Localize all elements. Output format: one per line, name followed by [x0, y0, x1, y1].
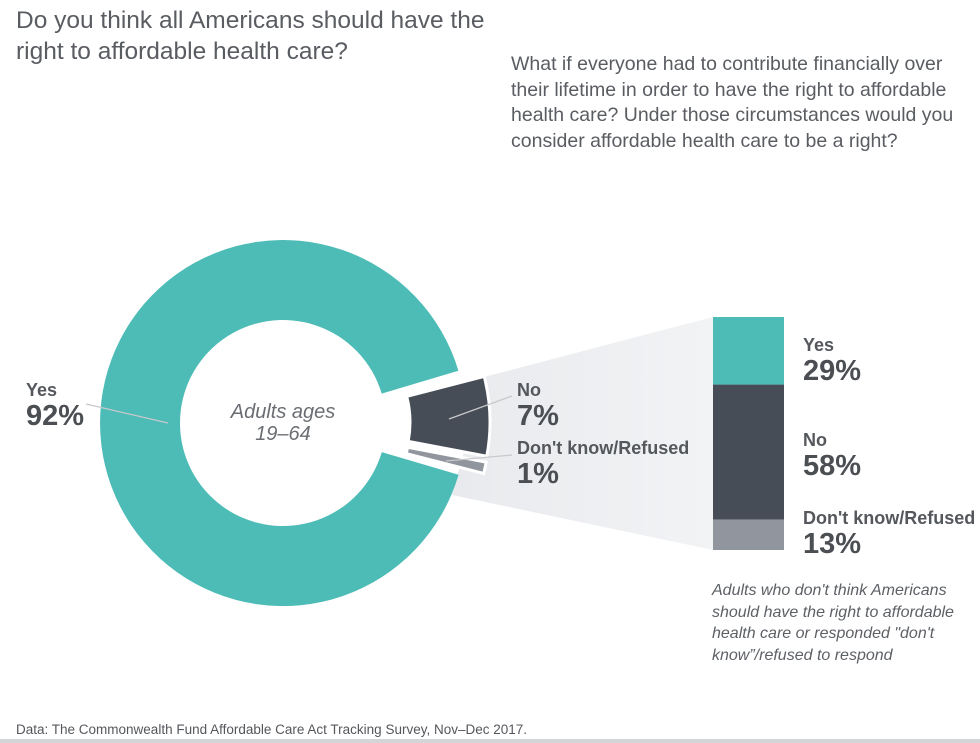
- bar-segment-no: [713, 384, 784, 520]
- bar-callout-dont-know-label: Don't know/Refused: [803, 508, 976, 528]
- leader-line-yes: [85, 403, 169, 424]
- page-title: Do you think all Americans should have t…: [16, 7, 485, 65]
- bar-callout-yes-label: Yes: [803, 335, 835, 355]
- leader-line-dont-know: [445, 454, 513, 462]
- donut-slice-yes: [100, 240, 459, 607]
- donut-callout-dont-know-value: 1%: [517, 458, 559, 490]
- donut-center-label-line1: Adults ages: [230, 401, 336, 423]
- donut-callout-yes: Yes 92%: [26, 380, 84, 431]
- bar-callout-dont-know: Don't know/Refused 13%: [803, 508, 975, 559]
- donut-slice-no: [404, 374, 492, 458]
- donut-callout-no: No 7%: [517, 380, 559, 431]
- donut-center-label-line2: 19–64: [255, 423, 311, 445]
- donut-callout-no-value: 7%: [517, 400, 559, 432]
- donut-callout-yes-label: Yes: [26, 380, 58, 400]
- breakout-stacked-bar: [713, 317, 784, 550]
- leader-line-no: [448, 395, 513, 420]
- donut-callout-dont-know-label: Don't know/Refused: [517, 438, 690, 458]
- bar-segment-yes: [713, 317, 784, 385]
- bar-segment-don-t-know-refused: [713, 519, 784, 550]
- magnifier-funnel-shape: [452, 317, 713, 550]
- donut-callout-no-label: No: [517, 380, 541, 400]
- donut-callout-dont-know: Don't know/Refused 1%: [517, 438, 689, 489]
- followup-question-text: What if everyone had to contribute finan…: [511, 53, 954, 152]
- bar-callout-no-value: 58%: [803, 450, 862, 482]
- bar-callout-no: No 58%: [803, 430, 861, 481]
- leader-lines: [85, 395, 513, 462]
- donut-center-label: Adults ages 19–64: [163, 401, 403, 445]
- bar-callout-yes-value: 29%: [803, 355, 862, 387]
- donut-callout-yes-value: 92%: [26, 400, 85, 432]
- bottom-edge-strip: [0, 739, 980, 743]
- data-source-footnote: Data: The Commonwealth Fund Affordable C…: [16, 722, 528, 737]
- bar-callout-yes: Yes 29%: [803, 335, 861, 386]
- breakout-bar-note: Adults who don't think Americans should …: [712, 582, 954, 664]
- bar-callout-dont-know-value: 13%: [803, 528, 862, 560]
- bar-callout-no-label: No: [803, 430, 827, 450]
